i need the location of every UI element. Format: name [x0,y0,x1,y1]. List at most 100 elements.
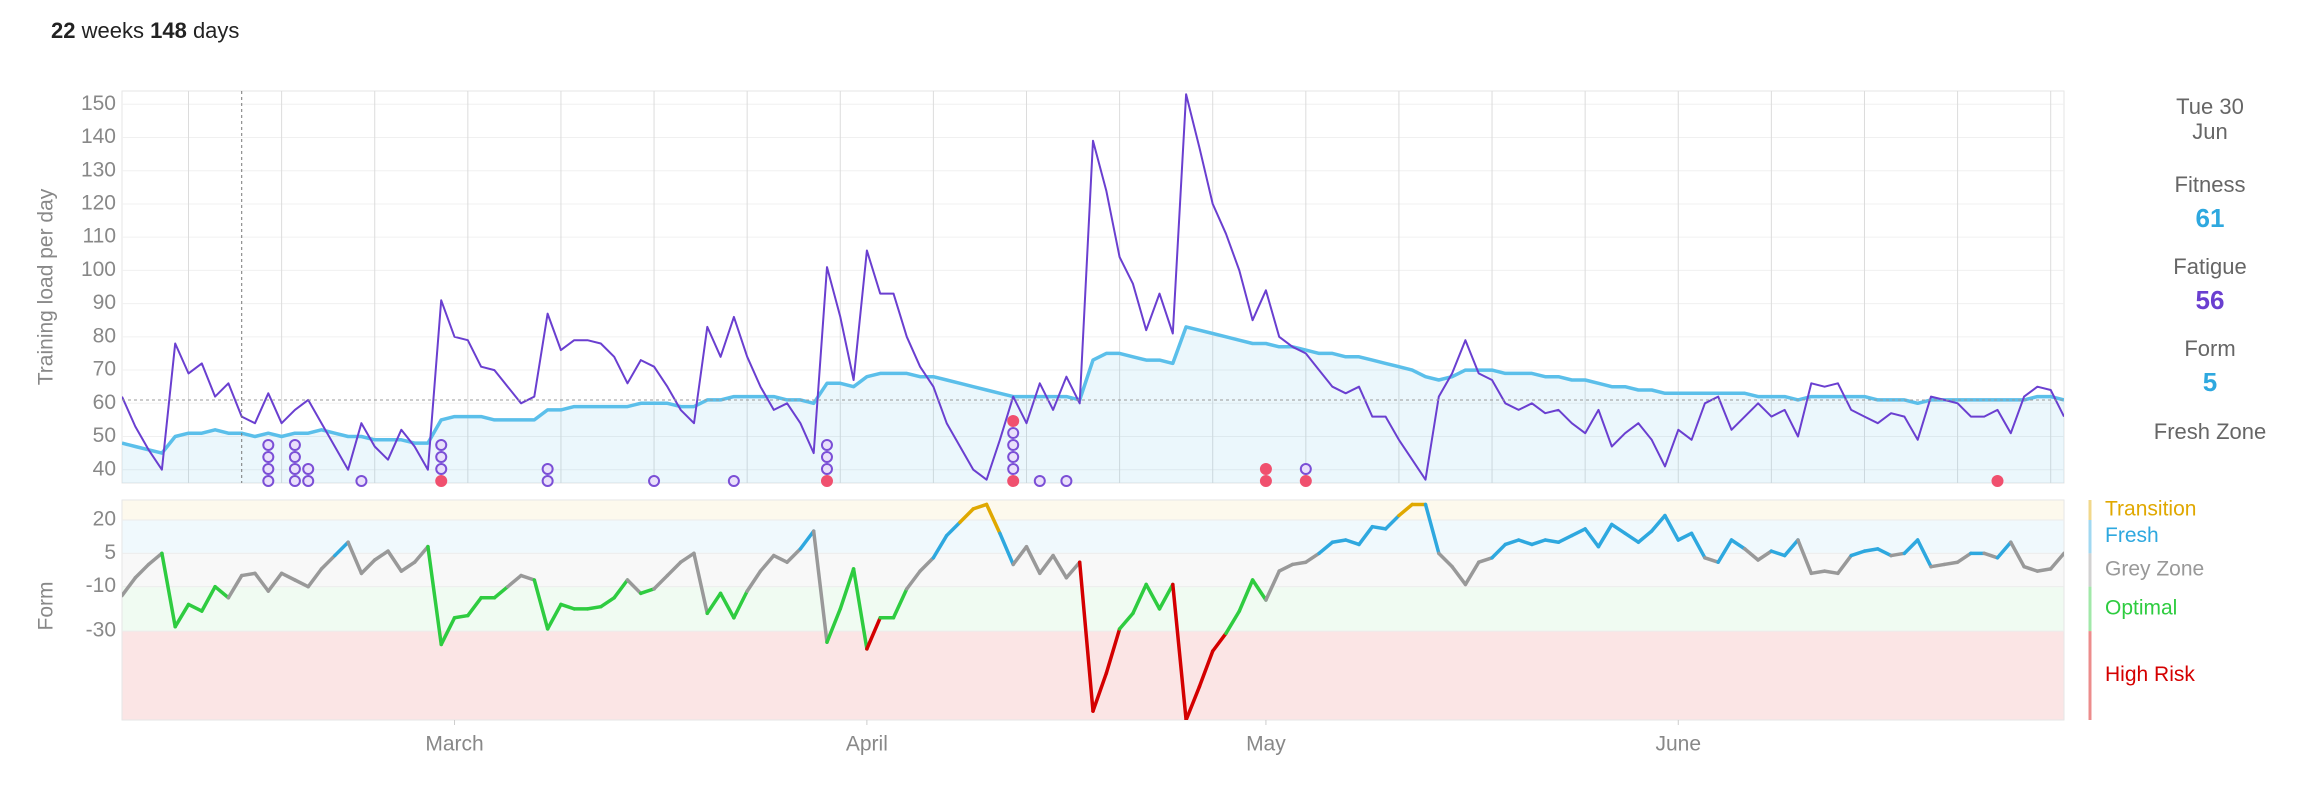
form-segment [1636,529,1654,544]
form-segment [1091,671,1109,713]
form-segment [865,616,882,651]
y-axis-title: Training load per day [35,188,58,385]
form-segment [1357,524,1375,547]
form-segment [239,571,257,578]
form-segment [1782,538,1800,558]
y-tick-label: 40 [93,457,116,480]
zone-legend-label: High Risk [2105,663,2195,686]
form-segment [1104,627,1122,676]
form-segment [1131,582,1148,616]
form-segment [971,502,989,511]
form-segment [1038,553,1055,576]
activity-dot [1033,475,1046,487]
form-segment [851,567,869,651]
form-segment [1769,549,1787,558]
form-segment [319,553,337,571]
y-tick-label: 60 [93,391,116,414]
form-segment [1370,524,1388,531]
zone-legend-label: Transition [2105,498,2196,521]
form-segment [1862,547,1880,553]
x-tick-label: June [1655,733,1701,756]
form-segment [1224,609,1242,636]
form-segment [1516,538,1534,547]
activity-dot [541,475,554,487]
sidebar: Tue 30 Jun Fitness 61 Fatigue 56 Form 5 … [2154,94,2267,444]
form-segment [1171,582,1188,720]
activity-dot [1060,475,1073,487]
series-line [122,325,2064,455]
date-day: Tue 30 [2176,94,2244,119]
y-tick-label: 130 [81,158,116,181]
form-segment [545,602,563,631]
form-segment [1889,551,1907,558]
form-segment [1743,547,1760,562]
y-axis-title: Form [35,582,58,631]
activity-dot [1991,475,2004,487]
activity-dot [1299,475,1312,487]
form-segment [692,551,710,616]
form-segment [931,533,949,560]
form-segment [1277,562,1295,573]
zone-band [122,500,2064,520]
activity-dot [1007,475,1020,487]
form-segment [1437,551,1454,569]
form-segment [1729,538,1747,551]
weeks-label: weeks [81,18,144,43]
form-segment [1250,578,1268,602]
form-segment [1157,582,1175,611]
form-segment [1463,560,1481,587]
form-segment [2022,564,2040,573]
form-segment [891,587,909,620]
activity-dot [288,439,301,451]
form-segment [1077,560,1095,713]
x-tick-label: May [1246,733,1286,756]
x-tick-label: April [846,733,888,756]
form-segment [2009,540,2026,569]
form-segment [559,602,576,611]
y-tick-label: 100 [81,258,116,281]
activity-dot [1259,463,1272,475]
series-line [122,93,2064,481]
period-summary: 22 weeks 148 days [51,18,239,43]
form-segment [1649,513,1667,533]
activity-dot [262,439,275,451]
form-segment [905,569,922,591]
form-segment [2048,551,2064,571]
form-label: Form [2184,336,2235,361]
form-segment [293,578,310,589]
form-segment [1237,578,1255,613]
form-segment [1423,502,1441,556]
form-segment [798,529,816,551]
form-segment [984,502,1002,536]
form-segment [1530,538,1547,547]
form-segment [1210,631,1228,653]
form-segment [1822,569,1840,576]
form-segment [625,578,643,596]
form-segment [122,576,138,598]
form-segment [1051,553,1069,580]
form-segment [1024,544,1042,576]
form-segment [825,607,843,644]
form-segment [718,591,736,620]
load-panel: 40 50 60 70 80 90 100 110 120 130 140 150 [81,91,2064,487]
form-segment [1796,538,1814,576]
y-tick-label: 70 [93,358,116,381]
form-line [122,502,2064,720]
form-segment [1290,560,1308,567]
y-tick-label: 150 [81,92,116,115]
days-count: 148 [150,18,187,43]
form-segment [133,562,151,580]
form-segment [678,551,696,564]
form-segment [1809,569,1827,576]
form-segment [1197,649,1215,689]
form-segment [1756,549,1774,562]
form-segment [1836,553,1853,576]
form-segment [705,591,723,616]
form-segment [226,573,244,600]
activity-dot [302,463,315,475]
form-segment [665,560,683,578]
form-segment [1623,531,1641,544]
y-tick-label: 110 [83,225,116,248]
form-segment [1849,549,1867,558]
activity-dot [648,475,661,487]
